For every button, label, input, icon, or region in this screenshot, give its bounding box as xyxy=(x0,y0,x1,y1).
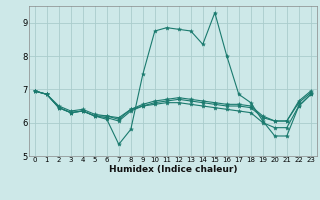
X-axis label: Humidex (Indice chaleur): Humidex (Indice chaleur) xyxy=(108,165,237,174)
